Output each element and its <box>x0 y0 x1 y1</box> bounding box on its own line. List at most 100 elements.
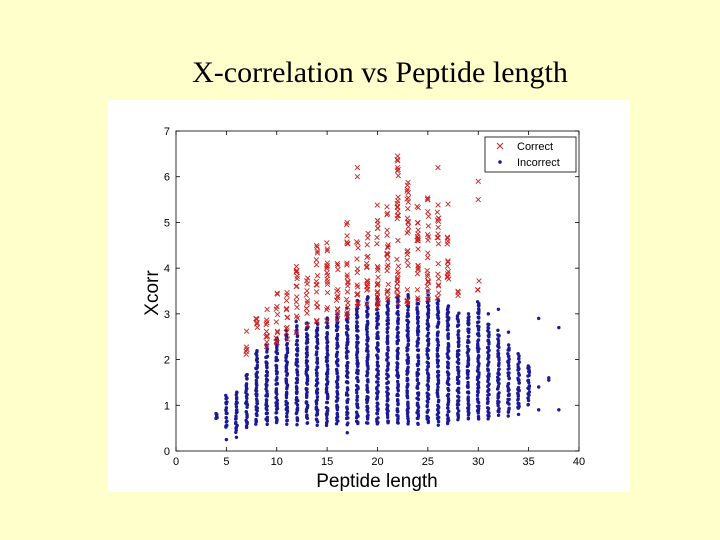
incorrect-point <box>396 382 400 386</box>
incorrect-point <box>375 341 380 345</box>
incorrect-point <box>354 419 359 423</box>
correct-point <box>304 300 310 306</box>
correct-point <box>324 276 330 282</box>
incorrect-point <box>466 380 470 385</box>
incorrect-point <box>465 344 470 349</box>
incorrect-point <box>315 350 319 354</box>
x-tick-label: 5 <box>223 456 229 468</box>
incorrect-point <box>547 378 551 382</box>
incorrect-point <box>425 360 429 364</box>
incorrect-point <box>497 406 501 411</box>
incorrect-point <box>336 419 340 423</box>
incorrect-point <box>214 411 218 416</box>
correct-point <box>364 287 370 293</box>
incorrect-point <box>325 416 329 421</box>
incorrect-point <box>305 421 309 425</box>
incorrect-point <box>355 324 360 329</box>
incorrect-point <box>436 419 441 424</box>
incorrect-point <box>415 315 420 319</box>
correct-point <box>385 242 391 248</box>
correct-point <box>324 262 330 269</box>
correct-series <box>243 153 482 358</box>
correct-point <box>414 203 420 210</box>
correct-point <box>293 283 299 290</box>
incorrect-point <box>315 326 320 330</box>
incorrect-point <box>486 322 490 326</box>
incorrect-point <box>305 326 309 330</box>
incorrect-point <box>335 341 339 345</box>
correct-point <box>444 234 451 240</box>
incorrect-point <box>265 354 270 359</box>
incorrect-point <box>517 402 521 406</box>
incorrect-point <box>446 419 450 424</box>
incorrect-point <box>435 352 440 356</box>
incorrect-point <box>326 340 330 344</box>
correct-point <box>333 297 340 303</box>
incorrect-point <box>406 355 410 360</box>
correct-point <box>375 225 381 232</box>
incorrect-point <box>466 312 471 316</box>
incorrect-point <box>476 331 481 336</box>
incorrect-point <box>395 365 399 369</box>
incorrect-point <box>467 315 471 319</box>
correct-point <box>384 250 390 257</box>
correct-point <box>304 310 310 316</box>
incorrect-point <box>294 357 299 362</box>
correct-point <box>435 276 442 282</box>
correct-point <box>404 298 410 305</box>
correct-point <box>335 266 341 273</box>
correct-point <box>395 212 402 219</box>
incorrect-point <box>466 375 470 380</box>
incorrect-point <box>314 353 319 357</box>
correct-point <box>253 316 260 323</box>
incorrect-point <box>295 406 300 410</box>
incorrect-point <box>224 393 228 398</box>
incorrect-point <box>376 402 380 406</box>
incorrect-point <box>425 346 429 351</box>
incorrect-point <box>487 372 491 376</box>
correct-point <box>385 281 391 288</box>
correct-point <box>414 233 421 240</box>
incorrect-point <box>365 335 370 339</box>
incorrect-point <box>355 376 359 380</box>
correct-point <box>375 274 381 281</box>
incorrect-point <box>255 370 259 374</box>
correct-point <box>384 289 390 295</box>
correct-point <box>344 260 350 266</box>
correct-point <box>344 239 350 245</box>
incorrect-point <box>355 390 359 395</box>
incorrect-point <box>305 350 309 355</box>
correct-point <box>395 237 401 244</box>
incorrect-point <box>435 388 440 393</box>
correct-point <box>405 219 411 226</box>
incorrect-point <box>406 359 411 363</box>
incorrect-point <box>436 385 440 389</box>
correct-point <box>345 304 351 310</box>
incorrect-point <box>234 400 239 404</box>
incorrect-point <box>315 387 320 391</box>
incorrect-point <box>386 345 390 350</box>
correct-point <box>394 204 401 211</box>
correct-point <box>395 263 402 269</box>
incorrect-point <box>466 353 470 358</box>
incorrect-point <box>244 399 249 404</box>
incorrect-point <box>416 391 421 395</box>
incorrect-point <box>436 381 441 385</box>
incorrect-point <box>425 383 430 387</box>
correct-point <box>384 256 391 262</box>
incorrect-point <box>365 395 369 399</box>
correct-point <box>425 288 431 295</box>
incorrect-point <box>425 353 430 357</box>
incorrect-point <box>244 425 249 430</box>
incorrect-point <box>457 339 461 344</box>
incorrect-point <box>335 332 340 337</box>
incorrect-point <box>334 367 339 372</box>
incorrect-point <box>314 345 319 350</box>
incorrect-point <box>507 357 511 361</box>
incorrect-point <box>315 356 320 360</box>
incorrect-point <box>455 406 460 410</box>
correct-point <box>425 237 431 243</box>
correct-point <box>344 274 350 280</box>
incorrect-point <box>456 368 460 373</box>
correct-point <box>435 164 441 171</box>
